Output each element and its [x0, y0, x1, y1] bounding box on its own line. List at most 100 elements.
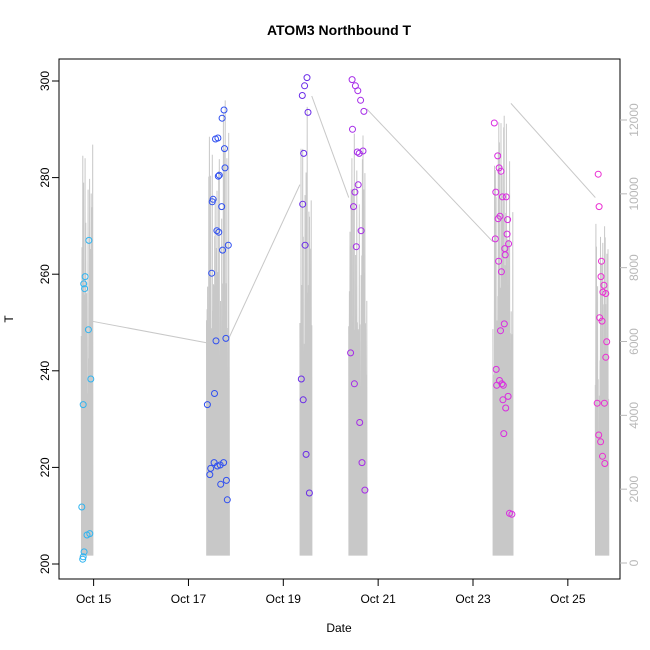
- data-point: [600, 399, 608, 407]
- data-point: [505, 240, 513, 248]
- data-point: [203, 401, 211, 409]
- data-point: [79, 401, 87, 409]
- y-axis-left: 200 220 240 260 280 300: [38, 71, 59, 574]
- data-point: [87, 375, 95, 383]
- data-point: [80, 548, 88, 556]
- data-point: [303, 74, 311, 82]
- y-tick-label: 220: [38, 457, 52, 477]
- data-point: [350, 203, 357, 211]
- secondary-connector: [91, 320, 210, 344]
- data-point: [80, 280, 88, 288]
- y2-tick-label: 8000: [627, 254, 641, 281]
- data-point: [352, 243, 360, 251]
- data-point: [81, 273, 89, 281]
- data-point: [301, 82, 309, 90]
- y2-tick-label: 10000: [627, 177, 641, 211]
- data-point: [351, 188, 359, 196]
- x-tick-label: Oct 25: [550, 592, 586, 606]
- data-point: [353, 148, 361, 156]
- secondary-connector: [311, 95, 350, 198]
- data-point: [595, 203, 603, 211]
- data-point: [297, 375, 305, 383]
- y2-tick-label: 6000: [627, 328, 641, 355]
- x-tick-label: Oct 17: [171, 592, 207, 606]
- data-point: [209, 195, 217, 203]
- data-point: [222, 334, 230, 342]
- data-point: [213, 227, 221, 235]
- data-point: [501, 251, 509, 259]
- data-point: [490, 119, 498, 127]
- data-point: [495, 164, 503, 172]
- data-point: [212, 337, 220, 345]
- data-point: [498, 380, 506, 388]
- y-tick-label: 280: [38, 167, 52, 187]
- data-point: [84, 326, 92, 334]
- y-tick-label: 200: [38, 554, 52, 574]
- data-point: [595, 431, 603, 439]
- data-point: [502, 404, 510, 412]
- data-point: [214, 134, 222, 142]
- data-point: [354, 181, 362, 189]
- data-point: [347, 349, 355, 357]
- chart-title: ATOM3 Northbound T: [267, 22, 412, 38]
- data-point: [354, 87, 362, 95]
- data-point: [500, 320, 508, 328]
- data-point: [602, 290, 610, 297]
- data-point: [598, 317, 606, 325]
- data-point: [504, 216, 512, 224]
- secondary-burst: [594, 223, 610, 556]
- data-point: [220, 106, 228, 114]
- data-point: [79, 553, 87, 561]
- data-point: [497, 327, 504, 335]
- data-point: [602, 353, 610, 361]
- data-point: [217, 480, 225, 488]
- data-point: [298, 92, 306, 99]
- data-point: [593, 399, 601, 407]
- y-tick-label: 260: [38, 264, 52, 284]
- data-point: [504, 392, 512, 400]
- data-point: [355, 149, 363, 157]
- data-point: [221, 164, 229, 172]
- data-point: [358, 459, 366, 467]
- data-point: [497, 167, 505, 175]
- data-point: [495, 257, 503, 265]
- data-point: [361, 486, 369, 494]
- data-point: [601, 460, 609, 467]
- data-point: [597, 273, 605, 281]
- x-axis: Oct 15 Oct 17 Oct 19 Oct 21 Oct 23 Oct 25: [76, 578, 586, 606]
- data-point: [503, 230, 511, 238]
- data-point: [496, 212, 504, 220]
- x-tick-label: Oct 15: [76, 592, 112, 606]
- data-point: [223, 496, 231, 504]
- y-axis-right: 0 2000 4000 6000 8000 10000 12000: [620, 103, 641, 566]
- secondary-burst: [348, 133, 368, 556]
- data-point: [222, 476, 230, 484]
- y-axis-label: T: [2, 315, 16, 323]
- data-point: [86, 530, 94, 538]
- data-point: [221, 145, 228, 153]
- data-point: [299, 200, 307, 208]
- data-point: [218, 114, 226, 122]
- secondary-connector: [226, 184, 301, 342]
- data-point: [85, 236, 93, 244]
- data-point: [220, 459, 228, 467]
- data-point: [302, 450, 310, 458]
- data-point: [219, 246, 227, 254]
- data-point: [348, 76, 356, 84]
- x-tick-label: Oct 23: [455, 592, 491, 606]
- data-point: [597, 438, 605, 446]
- scatter-points: [78, 74, 611, 563]
- data-point: [215, 171, 223, 179]
- data-point: [598, 257, 605, 265]
- data-point: [350, 380, 358, 388]
- secondary-burst: [299, 106, 313, 556]
- secondary-burst: [492, 115, 514, 556]
- data-point: [357, 96, 365, 104]
- data-point: [305, 489, 313, 497]
- data-point: [494, 152, 502, 160]
- plot-frame: [58, 58, 621, 580]
- data-point: [304, 108, 312, 116]
- data-point: [508, 510, 516, 518]
- secondary-burst: [80, 144, 94, 556]
- secondary-connector: [510, 103, 596, 198]
